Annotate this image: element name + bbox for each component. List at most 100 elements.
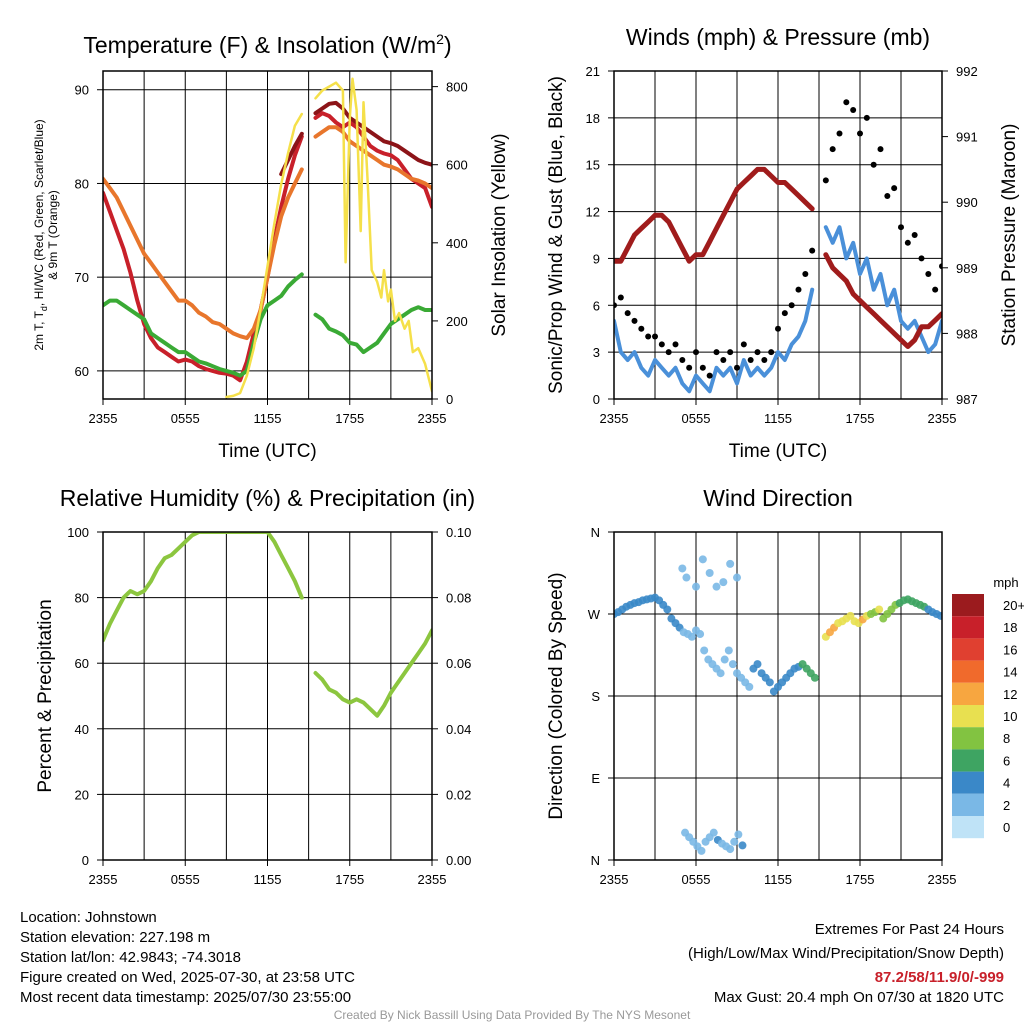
legend-swatch xyxy=(952,660,984,683)
wind-gust-point xyxy=(904,239,911,246)
wind-gust-point xyxy=(836,130,843,137)
speed-legend: mph 20+ 18 16 14 12 10 8 6 4 2 0 xyxy=(952,575,1024,839)
wind-gust-point xyxy=(686,364,693,371)
temp-series-line-2 xyxy=(313,125,432,191)
y2-tick-label: 992 xyxy=(956,64,978,79)
wind-gust-point xyxy=(891,185,898,192)
wind-gust-point xyxy=(617,294,624,301)
wind-gust-point xyxy=(843,99,850,106)
legend-swatch xyxy=(952,594,984,617)
direction-point xyxy=(712,582,721,591)
y2-tick-label: 989 xyxy=(956,261,978,276)
x-axis-label: Time (UTC) xyxy=(218,441,317,462)
x-tick-label: 2355 xyxy=(418,411,447,426)
max-gust: Max Gust: 20.4 mph On 07/30 at 1820 UTC xyxy=(714,989,1004,1006)
y-tick-label: 40 xyxy=(75,722,89,737)
x-tick-label: 0555 xyxy=(682,411,711,426)
wind-gust-point xyxy=(911,232,918,238)
direction-point xyxy=(765,678,774,687)
y2-axis-label: Station Pressure (Maroon) xyxy=(999,124,1020,347)
extremes-values: 87.2/58/11.9/0/-999 xyxy=(875,969,1004,986)
wind-gust-point xyxy=(863,114,870,121)
y2-tick-label: 990 xyxy=(956,195,978,210)
wind-gust-point xyxy=(802,271,809,278)
wind-gust-point xyxy=(699,364,706,371)
y2-tick-label: 0.02 xyxy=(446,787,471,802)
wind-gust-point xyxy=(775,325,781,332)
legend-swatch xyxy=(952,816,984,839)
wind-gust-point xyxy=(624,310,631,317)
y2-tick-label: 200 xyxy=(446,314,468,329)
direction-point xyxy=(726,845,735,854)
station-info: Location: Johnstown Station elevation: 22… xyxy=(20,909,355,1006)
x-tick-label: 2355 xyxy=(418,872,447,887)
y-axis-label: Sonic/Prop Wind & Gust (Blue, Black) xyxy=(546,76,567,394)
wind-gust-point xyxy=(768,349,775,356)
x-tick-label: 0555 xyxy=(171,411,200,426)
legend-label: 10 xyxy=(1003,709,1017,724)
legend-label: 6 xyxy=(1003,753,1010,768)
y-tick-label: 0 xyxy=(593,392,600,407)
temp-series-line-4 xyxy=(225,112,304,399)
y2-tick-label: 991 xyxy=(956,130,978,145)
x-tick-label: 1755 xyxy=(846,411,875,426)
legend-swatch xyxy=(952,682,984,705)
temp-series-line-4 xyxy=(314,77,432,393)
legend-swatch xyxy=(952,705,984,728)
y-tick-label: 80 xyxy=(75,591,89,606)
rh-series-line-0 xyxy=(313,628,432,718)
y-tick-label: 0 xyxy=(82,853,89,868)
legend-title: mph xyxy=(993,575,1018,590)
wind-gust-point xyxy=(631,317,638,324)
direction-point xyxy=(720,655,729,664)
y-axis-label: Percent & Precipitation xyxy=(35,599,56,792)
legend-label: 18 xyxy=(1003,620,1017,635)
y-tick-label: N xyxy=(591,853,600,868)
direction-point xyxy=(687,632,696,641)
x-tick-label: 2355 xyxy=(89,872,118,887)
wind-gust-point xyxy=(652,333,658,340)
wind-gust-point xyxy=(884,192,891,199)
x-tick-label: 0555 xyxy=(682,872,711,887)
direction-point xyxy=(738,841,747,850)
x-tick-label: 1155 xyxy=(764,872,792,887)
y-axis-label: 2m T, Td, HI/WC (Red, Green, Scarlet/Blu… xyxy=(32,119,49,350)
direction-point xyxy=(696,630,705,639)
wind-gust-point xyxy=(788,302,795,309)
dir-series-group xyxy=(614,555,942,855)
x-tick-label: 1155 xyxy=(764,411,792,426)
wind-gust-point xyxy=(706,372,713,379)
legend-label: 12 xyxy=(1003,687,1017,702)
y-tick-label: S xyxy=(591,689,600,704)
chart-title: Wind Direction xyxy=(703,485,853,511)
wind-gust-point xyxy=(781,310,788,317)
direction-point xyxy=(936,611,942,620)
legend-label: 2 xyxy=(1003,798,1010,813)
wind-gust-point xyxy=(795,286,802,293)
direction-point xyxy=(719,578,728,587)
info-latlon: Station lat/lon: 42.9843; -74.3018 xyxy=(20,949,241,966)
legend-swatch xyxy=(952,638,984,661)
wind-gust-point xyxy=(672,341,679,348)
direction-point xyxy=(875,605,884,614)
y2-axis-label: Solar Insolation (Yellow) xyxy=(489,133,510,336)
temp-chart: 2355 0555 1155 1755 2355 60 70 80 90 0 200 400 600 80… xyxy=(32,31,510,462)
wind-series-group xyxy=(614,99,942,394)
wind-gust-point xyxy=(870,161,877,168)
legend-swatch xyxy=(952,771,984,794)
extremes-block: Extremes For Past 24 Hours (High/Low/Max … xyxy=(688,921,1004,1006)
wind-gust-point xyxy=(665,349,672,356)
y2-tick-label: 400 xyxy=(446,236,468,251)
direction-point xyxy=(726,559,735,568)
wind-gust-point xyxy=(734,364,740,371)
temp-series-line-3 xyxy=(313,305,432,355)
direction-point xyxy=(730,837,739,846)
info-recent: Most recent data timestamp: 2025/07/30 2… xyxy=(20,989,351,1006)
direction-point xyxy=(705,569,714,577)
y-tick-label: 18 xyxy=(586,111,600,126)
y-tick-label: 60 xyxy=(75,364,89,379)
wind-gust-point xyxy=(925,271,932,278)
wind-gust-point xyxy=(638,325,645,332)
y-tick-label: 100 xyxy=(67,525,89,540)
